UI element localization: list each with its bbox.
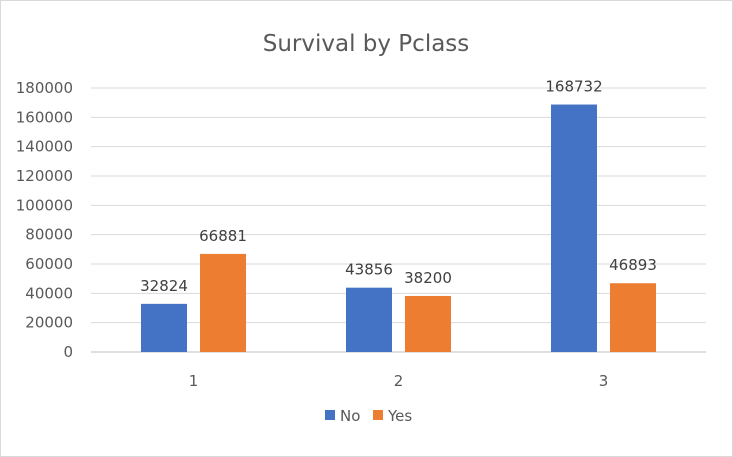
- x-tick-label: 1: [189, 372, 199, 390]
- legend-swatch-no: [325, 410, 335, 420]
- y-tick-label: 80000: [25, 226, 73, 244]
- bar-no-1: [141, 303, 187, 352]
- legend-swatch-yes: [373, 410, 383, 420]
- legend: No Yes: [325, 407, 412, 425]
- data-labels: 32824 66881 43856 38200 168732 46893: [140, 78, 657, 295]
- data-label: 38200: [404, 269, 452, 287]
- y-axis: 0 20000 40000 60000 80000 100000 120000 140000 1…: [16, 79, 73, 361]
- data-label: 43856: [345, 261, 393, 279]
- y-tick-label: 60000: [25, 255, 73, 273]
- data-label: 168732: [545, 78, 602, 96]
- bar-yes-1: [200, 253, 246, 352]
- bar-no-2: [346, 287, 392, 352]
- x-tick-label: 2: [394, 372, 404, 390]
- y-tick-label: 180000: [16, 79, 73, 97]
- legend-label-no: No: [340, 407, 360, 425]
- bar-yes-2: [405, 295, 451, 352]
- y-tick-label: 100000: [16, 196, 73, 214]
- y-tick-label: 20000: [25, 314, 73, 332]
- x-axis: 1 2 3: [189, 372, 609, 390]
- data-label: 32824: [140, 277, 188, 295]
- x-tick-label: 3: [599, 372, 609, 390]
- y-tick-label: 40000: [25, 284, 73, 302]
- bar-no-3: [551, 104, 597, 352]
- bar-yes-3: [610, 283, 656, 352]
- y-tick-label: 120000: [16, 167, 73, 185]
- y-tick-label: 160000: [16, 108, 73, 126]
- bars: [141, 104, 656, 352]
- y-tick-label: 140000: [16, 138, 73, 156]
- gridlines: [91, 87, 706, 353]
- y-tick-label: 0: [63, 343, 73, 361]
- data-label: 46893: [609, 256, 657, 274]
- chart-title: Survival by Pclass: [263, 31, 470, 57]
- data-label: 66881: [199, 227, 247, 245]
- legend-label-yes: Yes: [387, 407, 412, 425]
